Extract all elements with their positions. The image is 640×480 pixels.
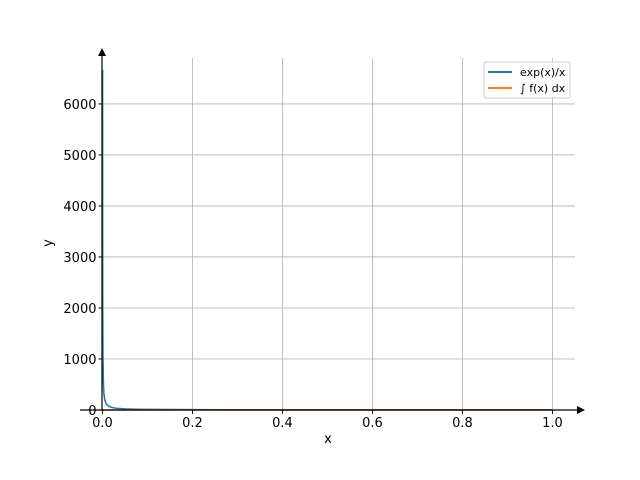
y-tick-label: 3000 — [63, 251, 96, 266]
y-axis-label: y — [41, 239, 56, 247]
x-tick-label: 0.2 — [182, 416, 203, 431]
x-axis-label: x — [324, 432, 332, 447]
x-axis-arrow — [577, 406, 585, 414]
legend-entry-1: ∫ f(x) dx — [520, 82, 566, 95]
y-tick-label: 6000 — [63, 98, 96, 113]
x-tick-label: 1.0 — [542, 416, 563, 431]
y-tick-label: 4000 — [63, 200, 96, 215]
y-tick-label: 5000 — [63, 149, 96, 164]
x-tick-label: 0.0 — [92, 416, 113, 431]
x-tick-label: 0.6 — [362, 416, 383, 431]
x-tick-label: 0.8 — [452, 416, 473, 431]
x-tick-label: 0.4 — [272, 416, 293, 431]
ticks: 0.0 0.2 0.4 0.6 0.8 1.0 0 1000 2000 3000 4000 5000 6… — [63, 98, 562, 431]
grid — [102, 58, 575, 410]
y-tick-label: 0 — [88, 404, 96, 419]
legend-entry-0: exp(x)/x — [520, 66, 566, 79]
axes — [80, 48, 585, 414]
y-tick-label: 2000 — [63, 302, 96, 317]
y-tick-label: 1000 — [63, 353, 96, 368]
legend: exp(x)/x ∫ f(x) dx — [483, 61, 571, 99]
y-axis-arrow — [98, 48, 106, 56]
